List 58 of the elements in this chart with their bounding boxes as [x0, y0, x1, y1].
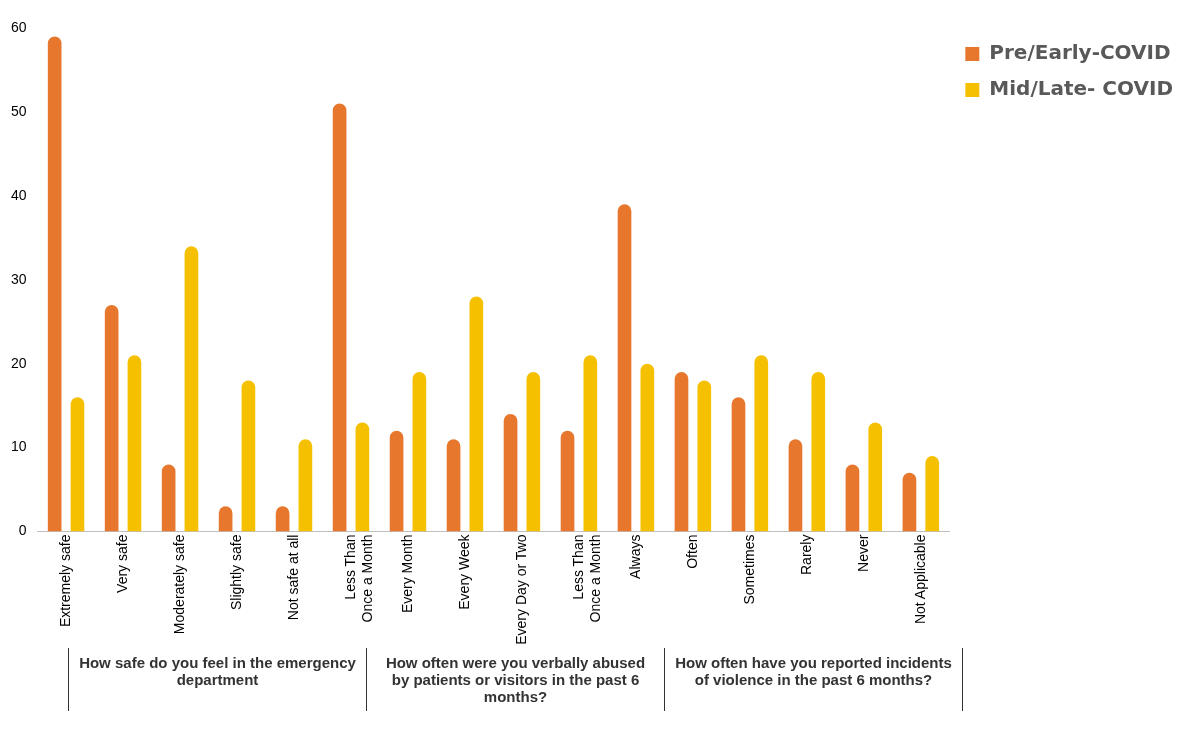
bar: [127, 355, 142, 532]
bar: [526, 372, 541, 532]
bar: [241, 380, 256, 532]
x-tick-label: Always: [626, 534, 643, 579]
bar: [298, 439, 313, 532]
x-tick-label: Every Month: [398, 534, 415, 614]
x-tick-label: Every Week: [455, 533, 472, 610]
x-tick-label: Often: [683, 534, 700, 569]
x-tick-label: Slightly safe: [227, 534, 244, 611]
bar: [868, 422, 883, 532]
bar: [583, 355, 598, 532]
x-tick-label: Less Than Once a Month: [569, 534, 603, 623]
x-tick-label: Not Applicable: [911, 534, 928, 625]
bar: [412, 372, 427, 532]
x-tick-label: Not safe at all: [284, 534, 301, 621]
bar: [446, 439, 461, 532]
bar: [503, 414, 518, 532]
bar: [731, 397, 746, 532]
y-tick-label: 20: [10, 354, 27, 371]
bar: [184, 246, 199, 532]
bar: [70, 397, 85, 532]
bar: [902, 472, 917, 532]
x-tick-label: Never: [854, 534, 871, 572]
bar: [811, 372, 826, 532]
bar: [754, 355, 769, 532]
bar: [697, 380, 712, 532]
y-tick-label: 40: [10, 186, 27, 203]
x-tick-label: Very safe: [113, 534, 130, 593]
legend-label: Mid/Late- COVID: [989, 76, 1173, 101]
text: How safe do you feel in the emergency department: [68, 648, 366, 711]
bar: [925, 456, 940, 532]
text: How often have you reported incidents of violence in the past 6 months?: [664, 648, 963, 711]
bar: [161, 464, 176, 532]
legend-label: Pre/Early-COVID: [989, 40, 1171, 65]
bar: [845, 464, 860, 532]
bar: [47, 36, 62, 532]
y-tick-label: 30: [10, 270, 27, 287]
y-tick-label: 60: [10, 18, 27, 35]
bar: [617, 204, 632, 532]
bar: [332, 103, 347, 532]
bar: [104, 304, 119, 532]
bar: [355, 422, 370, 532]
bar: [389, 430, 404, 532]
bar: [560, 430, 575, 532]
x-tick-label: Extremely safe: [56, 534, 73, 628]
y-tick-label: 0: [18, 522, 27, 539]
x-tick-label: Sometimes: [740, 534, 757, 605]
x-tick-label: Less Than Once a Month: [341, 534, 375, 623]
x-tick-label: Rarely: [797, 534, 814, 575]
text: How often were you verbally abused by patients or visitors in the past 6 months?: [366, 648, 664, 711]
x-tick-label: Moderately safe: [170, 534, 187, 635]
bar: [469, 296, 484, 532]
bar: [640, 363, 655, 532]
bar: [788, 439, 803, 532]
x-tick-label: Every Day or Two: [512, 534, 529, 645]
bar: [674, 372, 689, 532]
y-tick-label: 50: [10, 102, 27, 119]
y-tick-label: 10: [10, 438, 27, 455]
